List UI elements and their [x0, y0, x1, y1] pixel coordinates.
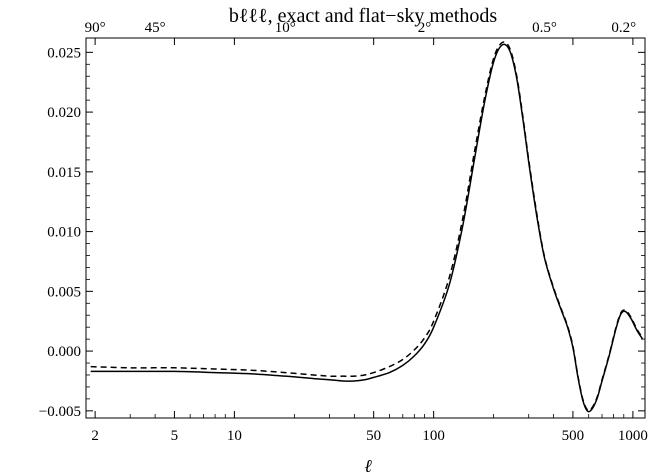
- plot-frame: [86, 38, 645, 418]
- y-tick-label: 0.015: [47, 165, 81, 181]
- y-tick-label: 0.025: [47, 45, 81, 61]
- chart-title: bℓℓℓ, exact and flat−sky methods: [229, 5, 498, 27]
- x-axis-label: ℓ: [364, 456, 372, 474]
- exact-curve: [91, 44, 643, 411]
- y-tick-label: 0.020: [47, 105, 81, 121]
- y-tick-label: 0.005: [47, 284, 81, 300]
- top-tick-label: 90°: [85, 20, 106, 36]
- x-tick-label: 1000: [618, 428, 648, 444]
- top-tick-label: 0.2°: [611, 20, 636, 36]
- y-tick-label: 0.010: [47, 225, 81, 241]
- flat-sky-curve: [91, 42, 643, 410]
- y-tick-label: 0.000: [47, 344, 81, 360]
- x-tick-label: 2: [91, 428, 99, 444]
- top-tick-label: 2°: [418, 20, 432, 36]
- curves-layer: [91, 42, 643, 412]
- y-tick-label: −0.005: [39, 404, 81, 420]
- x-tick-label: 5: [171, 428, 179, 444]
- top-tick-label: 45°: [145, 20, 166, 36]
- x-tick-label: 10: [227, 428, 242, 444]
- x-tick-label: 50: [366, 428, 381, 444]
- x-tick-label: 500: [562, 428, 585, 444]
- top-tick-label: 10°: [275, 20, 296, 36]
- top-tick-label: 0.5°: [532, 20, 557, 36]
- x-tick-label: 100: [422, 428, 445, 444]
